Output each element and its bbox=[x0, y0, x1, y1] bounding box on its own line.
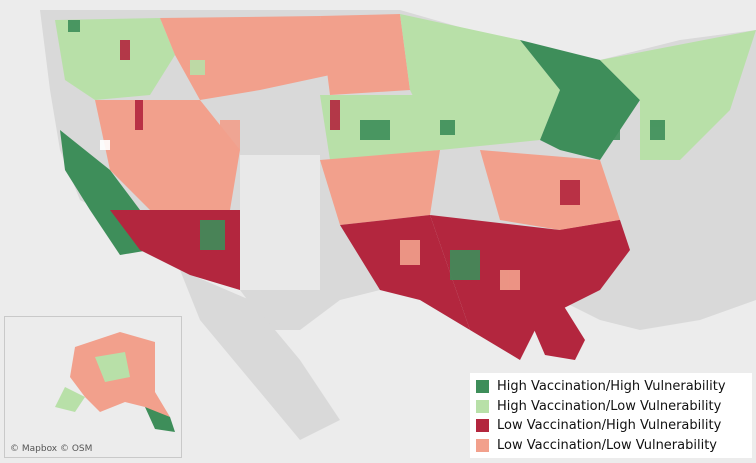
legend: High Vaccination/High Vulnerability High… bbox=[470, 373, 752, 458]
alaska-region-main bbox=[70, 332, 170, 427]
legend-swatch bbox=[476, 380, 489, 394]
region-idaho-montana bbox=[160, 16, 330, 100]
alaska-region-southeast bbox=[145, 407, 175, 432]
region-midwest bbox=[400, 14, 560, 150]
region-plains-north bbox=[320, 14, 410, 95]
region-south-central bbox=[340, 215, 470, 330]
alaska-region-interior bbox=[95, 352, 130, 382]
legend-swatch bbox=[476, 438, 489, 452]
legend-item-high-vacc-low-vuln[interactable]: High Vaccination/Low Vulnerability bbox=[476, 397, 746, 417]
legend-swatch bbox=[476, 399, 489, 413]
legend-item-low-vacc-high-vuln[interactable]: Low Vaccination/High Vulnerability bbox=[476, 416, 746, 436]
region-great-basin bbox=[95, 100, 240, 220]
region-florida bbox=[520, 300, 585, 360]
region-kansas-oklahoma bbox=[320, 150, 440, 225]
region-carolinas bbox=[560, 220, 630, 290]
legend-label: High Vaccination/High Vulnerability bbox=[497, 379, 726, 395]
legend-label: Low Vaccination/Low Vulnerability bbox=[497, 437, 717, 453]
region-appalachia bbox=[480, 150, 620, 230]
alaska-region-west bbox=[55, 387, 85, 412]
legend-label: Low Vaccination/High Vulnerability bbox=[497, 418, 722, 434]
legend-swatch bbox=[476, 419, 489, 433]
legend-item-high-vacc-high-vuln[interactable]: High Vaccination/High Vulnerability bbox=[476, 377, 746, 397]
map-attribution: © Mapbox © OSM bbox=[10, 444, 93, 454]
legend-item-low-vacc-low-vuln[interactable]: Low Vaccination/Low Vulnerability bbox=[476, 436, 746, 456]
alaska-inset[interactable] bbox=[4, 316, 182, 458]
alaska-map[interactable] bbox=[5, 317, 183, 459]
county-detail bbox=[68, 20, 720, 290]
legend-label: High Vaccination/Low Vulnerability bbox=[497, 398, 722, 414]
region-pacific-northwest bbox=[55, 18, 175, 100]
